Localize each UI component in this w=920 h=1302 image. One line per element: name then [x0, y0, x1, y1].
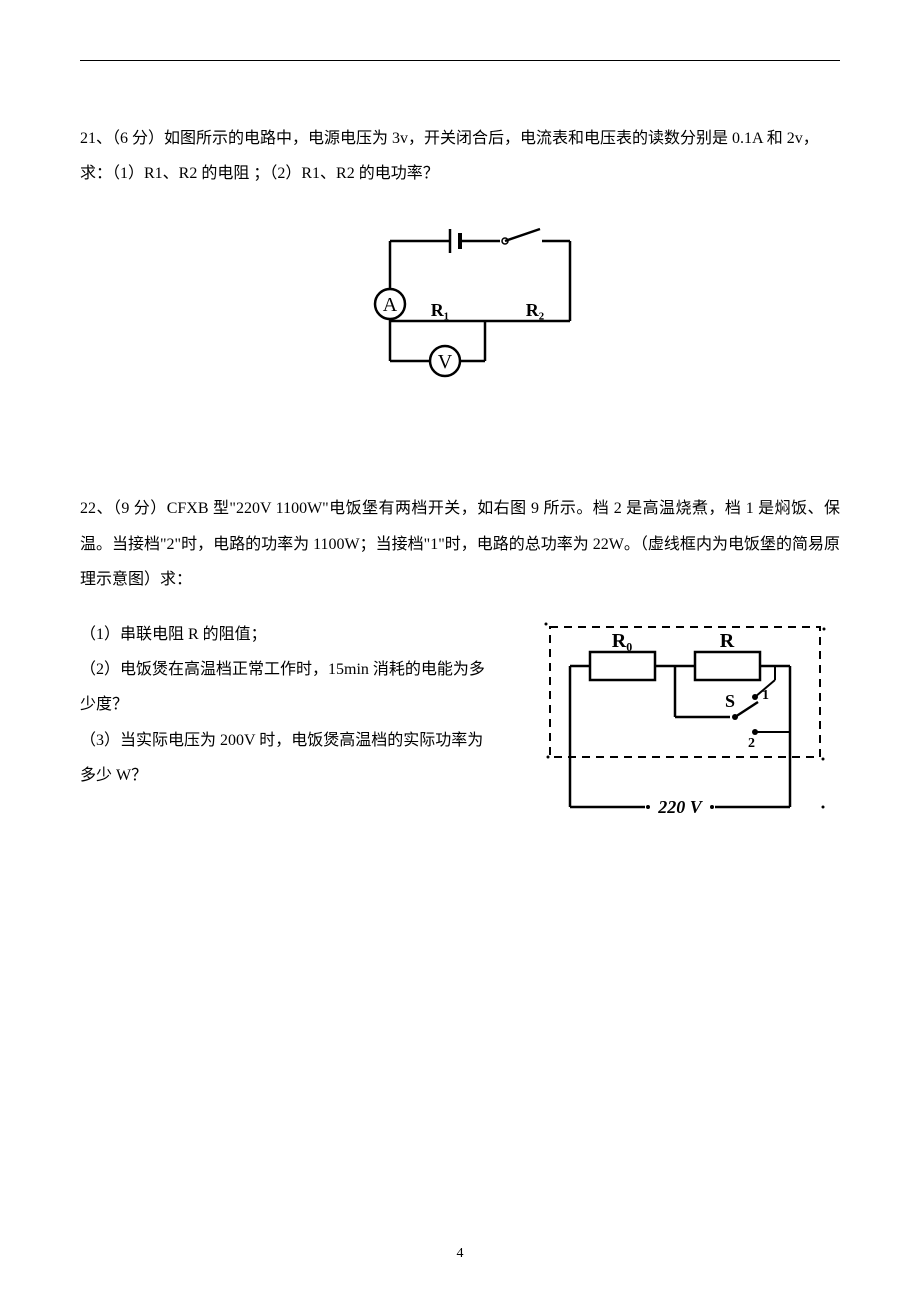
q22-points: （9 分）	[113, 500, 167, 517]
q21-text: 21、（6 分）如图所示的电路中，电源电压为 3v，开关闭合后，电流表和电压表的…	[80, 121, 840, 156]
r2-label: R₂	[526, 300, 544, 320]
q22-number: 22、	[80, 500, 113, 517]
r1-label: R₁	[431, 300, 449, 320]
question-22: 22、（9 分）CFXB 型"220V 1100W"电饭堡有两档开关，如右图 9…	[80, 491, 840, 793]
q22-sub2: （2）电饭煲在高温档正常工作时，15min 消耗的电能为多少度？	[80, 652, 498, 722]
q22-sub1: （1）串联电阻 R 的阻值；	[80, 617, 498, 652]
q21-points: （6 分）	[112, 130, 164, 147]
q22-main-text: 22、（9 分）CFXB 型"220V 1100W"电饭堡有两档开关，如右图 9…	[80, 491, 840, 597]
q21-prompt: 求：（1）R1、R2 的电阻 ；（2）R1、R2 的电功率？	[80, 156, 840, 191]
voltmeter-label: V	[438, 351, 453, 373]
q21-body: 如图所示的电路中，电源电压为 3v，开关闭合后，电流表和电压表的读数分别是 0.…	[164, 130, 819, 147]
voltage-label: 220 V	[657, 797, 704, 817]
q21-number: 21、	[80, 130, 112, 147]
question-21: 21、（6 分）如图所示的电路中，电源电压为 3v，开关闭合后，电流表和电压表的…	[80, 121, 840, 191]
ammeter-label: A	[383, 294, 398, 316]
page-number: 4	[457, 1246, 464, 1262]
q22-circuit-diagram: R₀ R S 1	[530, 607, 840, 852]
switch-label: S	[725, 691, 735, 711]
page-divider	[80, 60, 840, 61]
q22-sub3: （3）当实际电压为 200V 时，电饭煲高温档的实际功率为多少 W？	[80, 723, 498, 793]
terminal-2: 2	[748, 736, 755, 751]
r0-label: R₀	[612, 630, 632, 652]
r-label: R	[720, 630, 735, 652]
q22-body: CFXB 型"220V 1100W"电饭堡有两档开关，如右图 9 所示。档 2 …	[80, 500, 840, 587]
q21-circuit-diagram: A R₁ R₂ V	[80, 221, 840, 391]
